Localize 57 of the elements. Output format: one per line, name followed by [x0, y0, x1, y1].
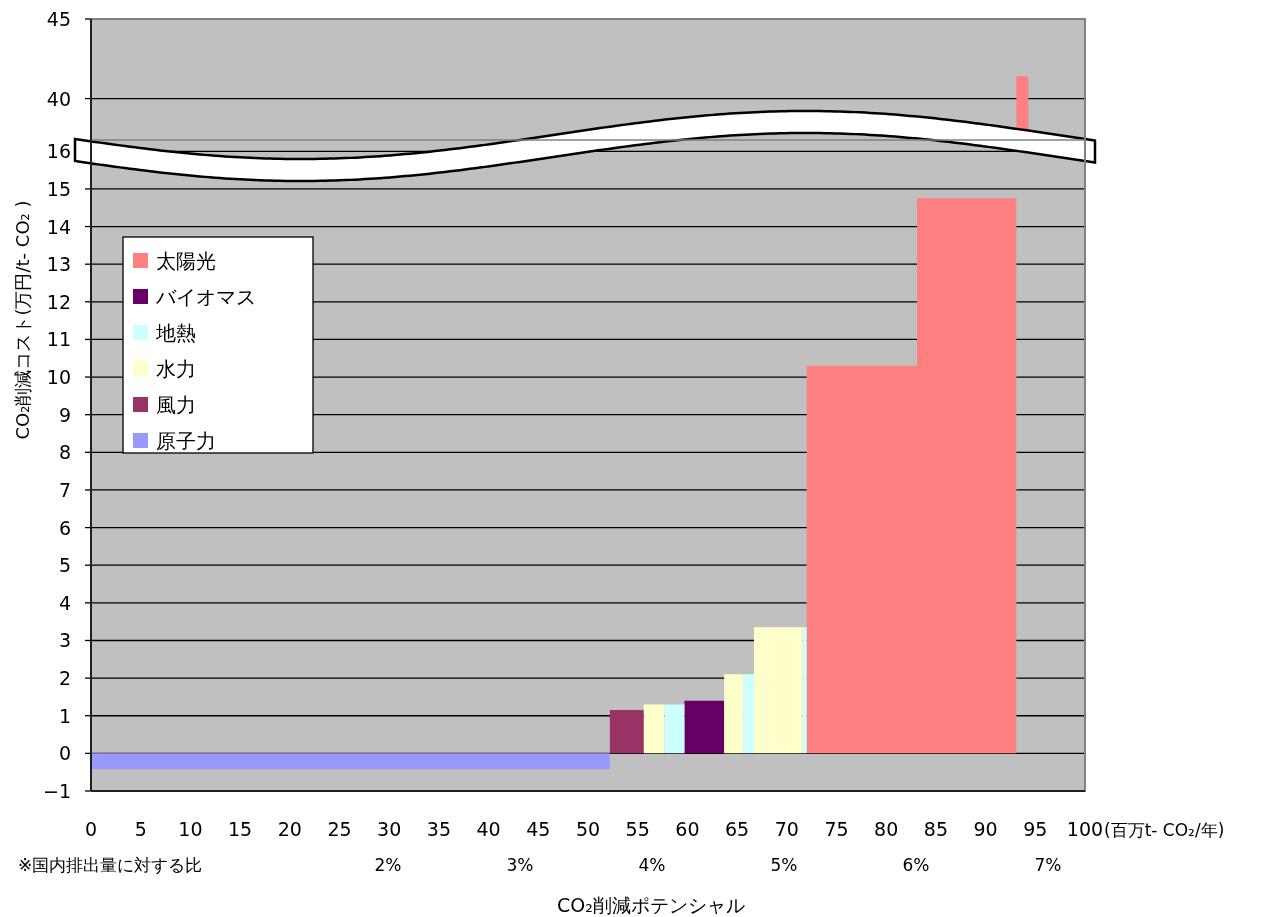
y-tick-label: 10: [46, 366, 71, 389]
x-tick-label: 70: [774, 818, 799, 840]
y-tick-label: 12: [46, 290, 71, 313]
x-tick-label: 75: [824, 818, 849, 840]
legend-label: 原子力: [156, 429, 216, 453]
y-tick-label: 7: [58, 478, 71, 501]
y-tick-label: 14: [46, 215, 71, 238]
x2-tick-label: 3%: [506, 855, 534, 875]
text: (百万t- CO₂/年): [1104, 820, 1225, 840]
x-tick-label: 15: [228, 818, 253, 840]
y-tick-label: 13: [46, 253, 71, 276]
x2-tick-label: 2%: [374, 855, 402, 875]
y-tick-label: 4: [58, 591, 71, 614]
y-tick-label: 9: [58, 403, 71, 426]
x-tick-label: 40: [476, 818, 501, 840]
x-tick-label: 100: [1066, 818, 1104, 840]
x-tick-label: 5: [134, 818, 147, 840]
y-tick-label: 45: [46, 8, 71, 30]
legend-label: 地熱: [155, 321, 196, 345]
y-tick-label: 16: [46, 140, 71, 163]
legend-label: バイオマス: [155, 285, 256, 309]
x-tick-label: 60: [675, 818, 700, 840]
x-axis-title: CO₂削減ポテンシャル: [557, 894, 745, 916]
y-tick-label: 2: [58, 667, 71, 690]
legend-label: 風力: [156, 393, 196, 417]
x2-tick-label: 6%: [902, 855, 930, 875]
x2-tick-label: 7%: [1034, 855, 1062, 875]
x-tick-label: 80: [874, 818, 899, 840]
x-tick-label: 0: [84, 818, 98, 840]
y-tick-label: 40: [46, 87, 71, 110]
x2-axis-title: ※国内排出量に対する比: [18, 855, 203, 875]
x-tick-label: 90: [973, 818, 998, 840]
x-tick-label: 85: [923, 818, 948, 840]
y-tick-label: 8: [58, 441, 71, 464]
y-tick-label: 1: [58, 704, 71, 727]
x-tick-label: 20: [277, 818, 302, 840]
x-tick-label: 10: [178, 818, 203, 840]
x-tick-label: 95: [1023, 818, 1048, 840]
y-tick-label: 11: [46, 328, 71, 351]
legend-label: 水力: [156, 357, 196, 381]
y-tick-label: 5: [58, 554, 71, 577]
y-axis-title: CO₂削減コスト(万円/t- CO₂ ): [12, 200, 33, 440]
x-tick-label: 65: [725, 818, 750, 840]
x2-tick-label: 4%: [638, 855, 666, 875]
x-tick-label: 25: [327, 818, 352, 840]
y-tick-label: 3: [58, 629, 71, 652]
y-tick-label: 6: [58, 516, 71, 539]
x-tick-label: 45: [526, 818, 551, 840]
legend-label: 太陽光: [156, 249, 216, 273]
x-tick-label: 55: [625, 818, 650, 840]
y-tick-label: 15: [46, 177, 71, 200]
y-tick-label: 0: [58, 742, 71, 765]
x2-tick-label: 5%: [770, 855, 798, 875]
x-tick-label: 35: [426, 818, 451, 840]
x-tick-label: 50: [575, 818, 601, 840]
y-tick-label: −1: [42, 780, 71, 802]
x-tick-label: 30: [377, 818, 402, 840]
